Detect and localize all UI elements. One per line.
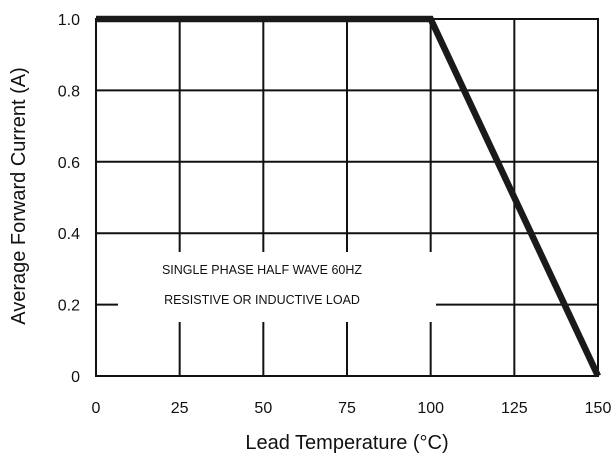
- y-tick-label: 1.0: [58, 12, 80, 29]
- y-tick-label: 0.2: [58, 298, 80, 315]
- x-tick-label: 0: [92, 400, 101, 417]
- annotation-background: [118, 252, 436, 322]
- x-tick-label: 25: [171, 400, 189, 417]
- x-tick-label: 50: [254, 400, 272, 417]
- y-tick-labels: 0 0.2 0.4 0.6 0.8 1.0: [58, 12, 80, 386]
- annotation: SINGLE PHASE HALF WAVE 60HZ RESISTIVE OR …: [162, 263, 362, 307]
- annotation-line: SINGLE PHASE HALF WAVE 60HZ: [162, 263, 362, 277]
- y-tick-label: 0.4: [58, 226, 80, 243]
- x-tick-label: 75: [338, 400, 356, 417]
- y-tick-label: 0.8: [58, 83, 80, 100]
- y-tick-label: 0: [71, 369, 80, 386]
- y-tick-label: 0.6: [58, 155, 80, 172]
- x-tick-label: 150: [585, 400, 612, 417]
- x-tick-label: 100: [417, 400, 444, 417]
- x-tick-labels: 0 25 50 75 100 125 150: [92, 400, 612, 417]
- x-axis-title: Lead Temperature (°C): [245, 432, 448, 454]
- grid: [96, 19, 598, 376]
- series-layer: [95, 15, 601, 378]
- annotation-line: RESISTIVE OR INDUCTIVE LOAD: [164, 293, 360, 307]
- x-tick-label: 125: [501, 400, 528, 417]
- y-axis-title: Average Forward Current (A): [8, 67, 30, 325]
